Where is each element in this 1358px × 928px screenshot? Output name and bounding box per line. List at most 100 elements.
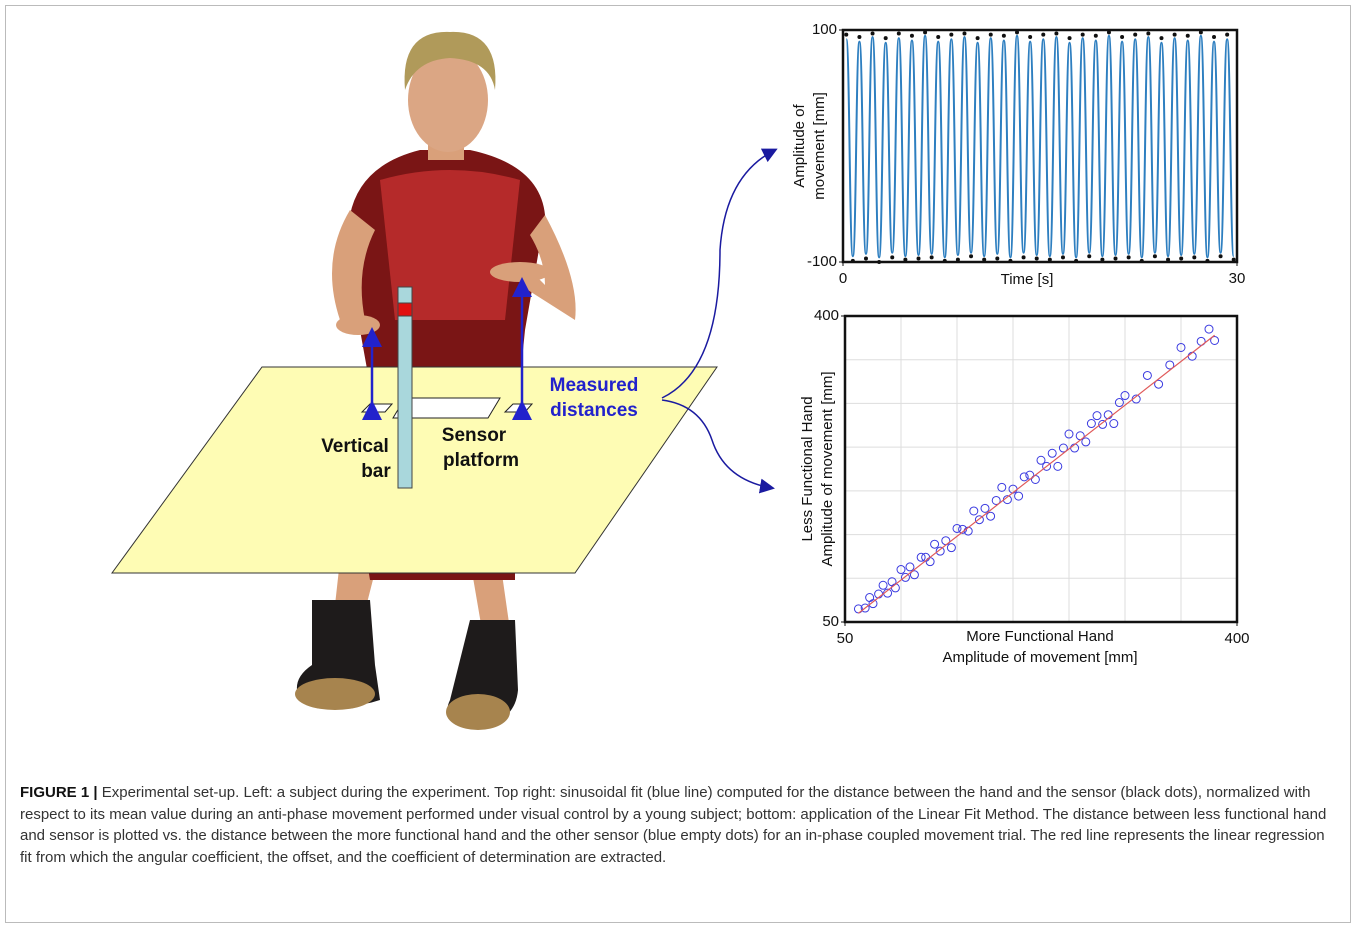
scatter-point [1053,461,1063,471]
caption-text: Experimental set-up. Left: a subject dur… [20,784,1327,866]
scatter-point [991,495,1001,505]
scatter-point [1098,419,1108,429]
scatter-point [1014,491,1024,501]
y-axis-label: Less Functional Hand [799,396,816,541]
caption: FIGURE 1 | Experimental set-up. Left: a … [20,782,1338,868]
x-tick-label: 50 [837,630,854,647]
data-dot [1185,33,1190,38]
scatter-point [1204,324,1214,334]
data-dot [1218,254,1223,259]
y-tick-label: 400 [814,307,839,324]
data-dot [1231,257,1236,262]
label: Measured [550,375,639,396]
scatter-point [1058,443,1068,453]
figure-frame [5,5,1351,923]
data-dot [1159,36,1164,41]
data-dot [982,257,987,262]
x-axis-label: Time [s] [1001,271,1054,288]
y-tick-label: 100 [812,21,837,38]
scatter-point [1081,437,1091,447]
scatter-point [1120,391,1130,401]
data-dot [844,32,849,37]
data-dot [962,31,967,36]
scatter-point [1165,360,1175,370]
scatter-point [868,599,878,609]
series-line [845,34,1235,259]
scatter-point [1086,419,1096,429]
data-dot [1054,31,1059,36]
scatter-point [1019,472,1029,482]
data-dot [909,33,914,38]
data-dot [1198,30,1203,35]
data-dot [1067,36,1072,41]
data-dot [955,257,960,262]
x-tick-label: 400 [1224,630,1249,647]
data-dot [1001,33,1006,38]
x-axis-label: Amplitude of movement [mm] [942,649,1137,666]
data-dot [988,32,993,37]
data-dot [1179,256,1184,261]
scatter-point [997,482,1007,492]
plot-frame [841,28,1239,264]
data-dot [896,31,901,36]
y-axis-label: Amplitude of movement [mm] [819,371,836,566]
data-dot [1113,256,1118,261]
scatter-point [969,506,979,516]
data-dot [1146,31,1151,36]
caption-label: FIGURE 1 | [20,784,98,801]
data-dot [1106,30,1111,35]
scatter-point [900,572,910,582]
data-dot [1212,34,1217,39]
scatter-point [974,515,984,525]
data-dot [929,255,934,260]
label: platform [443,450,519,471]
data-dot [1172,32,1177,37]
scatter-point [878,580,888,590]
y-axis-label: movement [mm] [811,92,828,200]
plot-frame [843,314,1239,624]
label: distances [550,400,638,421]
data-dot [1080,32,1085,37]
data-dot [949,32,954,37]
scatter-point [905,562,915,572]
label: Vertical [321,436,389,457]
data-dot [890,255,895,260]
scatter-point [1109,419,1119,429]
scatter-point [1042,461,1052,471]
data-dot [936,34,941,39]
data-dot [1120,34,1125,39]
scatter-point [1047,448,1057,458]
scatter-point [1064,429,1074,439]
x-axis-label: More Functional Hand [966,628,1114,645]
data-dot [1133,32,1138,37]
scatter-point [935,546,945,556]
data-dot [1166,257,1171,262]
illustration [111,31,778,730]
data-dot [1028,34,1033,39]
scatter-point [930,539,940,549]
data-dot [969,254,974,259]
x-tick-label: 0 [839,270,847,287]
scatter-point [909,570,919,580]
data-dot [1015,30,1020,35]
scatter-point [916,552,926,562]
data-dot [923,30,928,35]
data-dot [1087,254,1092,259]
x-tick-label: 30 [1229,270,1246,287]
data-dot [863,256,868,261]
data-dot [1047,257,1052,262]
label: bar [361,461,391,482]
data-dot [1152,254,1157,259]
data-dot [1100,257,1105,262]
scatter-point [952,523,962,533]
figure: Measured distances Vertical bar Sensor p… [111,21,1250,730]
scatter-point [1154,379,1164,389]
data-dot [1192,255,1197,260]
y-tick-label: 50 [822,613,839,630]
data-dot [916,256,921,261]
data-dot [1021,255,1026,260]
y-axis-label: Amplitude of [791,103,808,187]
scatter-point [860,603,870,613]
data-dot [857,34,862,39]
